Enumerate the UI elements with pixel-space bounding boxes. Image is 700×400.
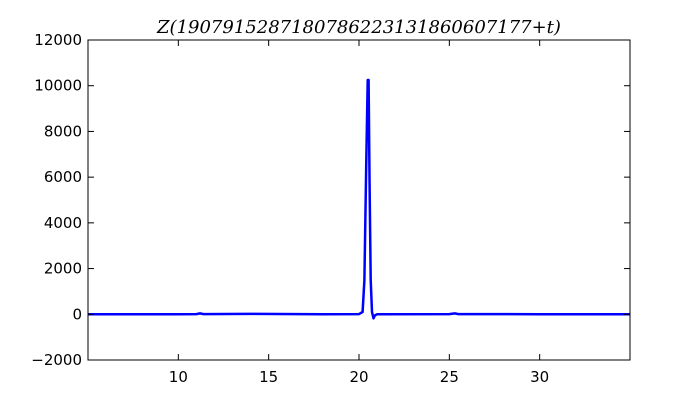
x-tick-label: 30 [530,368,549,386]
y-tick-label: 4000 [44,214,82,232]
y-tick-label: 10000 [34,77,82,95]
series-line [87,78,631,320]
y-tick-label: 6000 [44,168,82,186]
x-tick-label: 15 [259,368,278,386]
y-tick-label: 2000 [44,260,82,278]
y-tick-label: 0 [72,305,82,323]
x-tick-label: 20 [349,368,368,386]
y-tick-label: −2000 [31,351,82,369]
plot-frame [87,39,631,361]
y-tick-label: 8000 [44,122,82,140]
x-tick-label: 10 [169,368,188,386]
chart-title: Z(1907915287180786223131860607177+t) [156,17,561,38]
x-tick-label: 25 [440,368,459,386]
y-tick-label: 12000 [34,31,82,49]
